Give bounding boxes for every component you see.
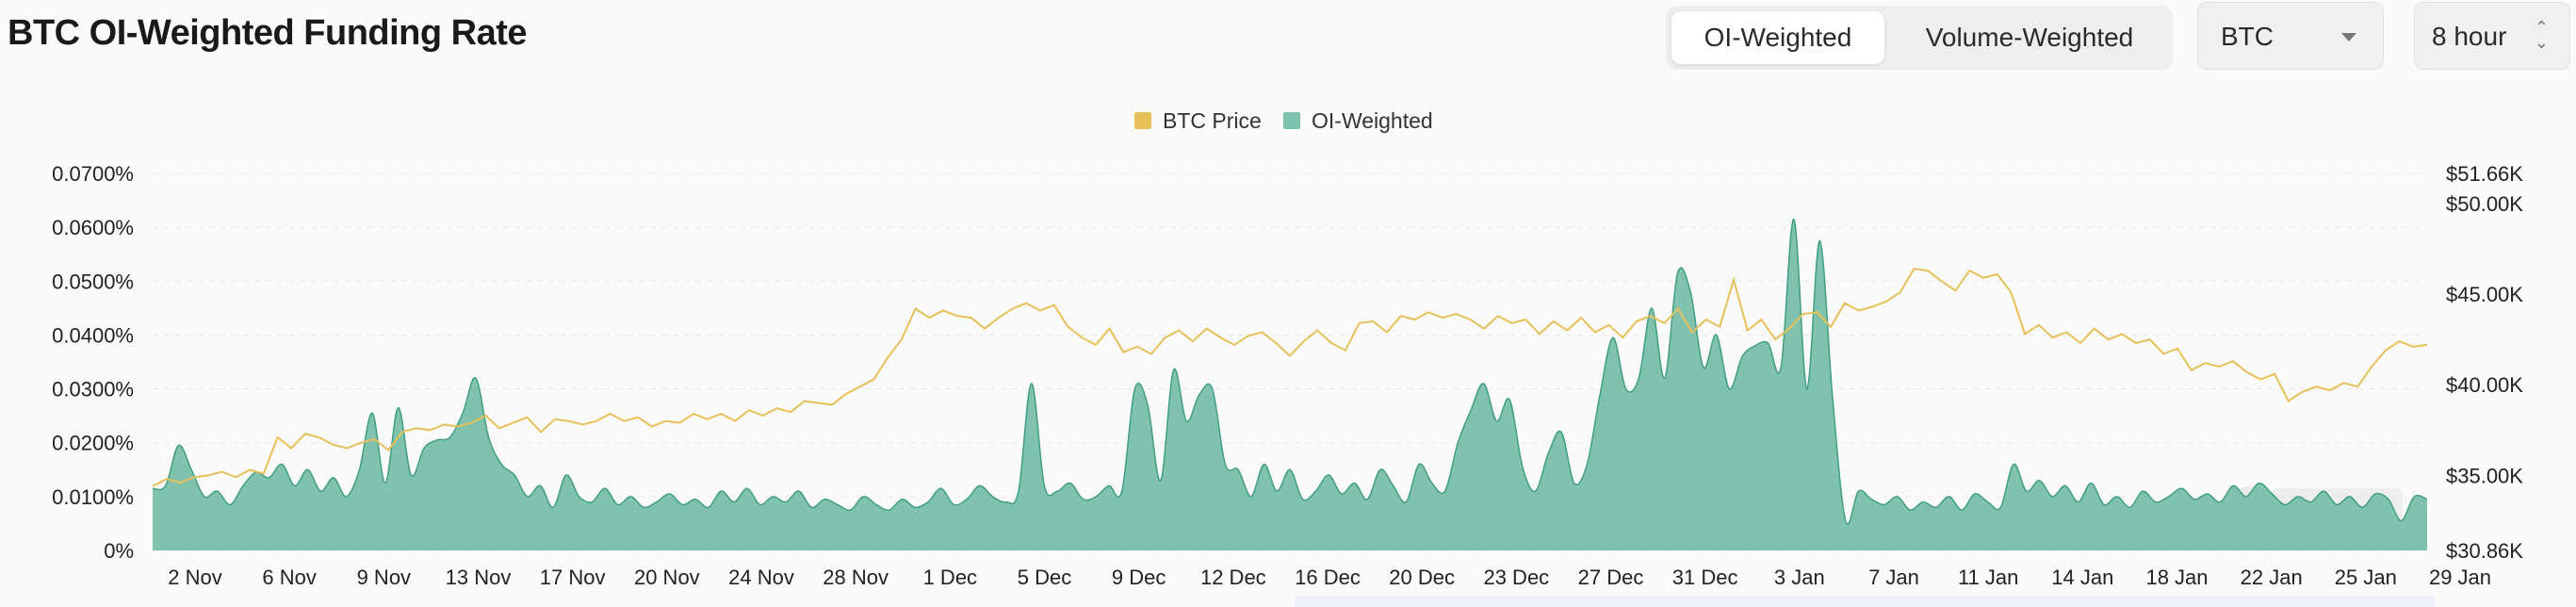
x-tick-label: 13 Nov (446, 566, 512, 589)
y-right-tick-label: $35.00K (2446, 464, 2523, 487)
chevron-down-icon (2341, 33, 2356, 41)
x-tick-label: 20 Dec (1389, 566, 1455, 589)
y-left-tick-label: 0.0700% (52, 162, 134, 186)
x-axis: 2 Nov 6 Nov 9 Nov 13 Nov 17 Nov 20 Nov 24 Nov 2… (168, 566, 2491, 589)
y-left-tick-label: 0.0200% (52, 432, 134, 455)
legend-swatch-oi-weighted (1283, 112, 1300, 129)
y-left-tick-label: 0% (104, 539, 134, 563)
x-tick-label: 11 Jan (1958, 566, 2018, 589)
x-tick-label: 25 Jan (2335, 566, 2397, 589)
legend-label-oi-weighted: OI-Weighted (1312, 108, 1433, 133)
x-tick-label: 7 Jan (1868, 566, 1919, 589)
x-tick-label: 27 Dec (1578, 566, 1644, 589)
x-tick-label: 3 Jan (1774, 566, 1825, 589)
page-title: BTC OI-Weighted Funding Rate (8, 13, 528, 53)
y-left-tick-label: 0.0400% (52, 323, 134, 347)
x-tick-label: 5 Dec (1018, 566, 1071, 589)
coin-select-value: BTC (2221, 22, 2274, 51)
legend-swatch-btc-price (1134, 112, 1151, 129)
x-tick-label: 6 Nov (262, 566, 316, 589)
x-tick-label: 14 Jan (2051, 566, 2113, 589)
x-tick-label: 1 Dec (923, 566, 977, 589)
y-axis-left: 0.0700% 0.0600% 0.0500% 0.0400% 0.0300% 0.020… (52, 162, 134, 563)
y-left-tick-label: 0.0100% (52, 485, 134, 509)
x-tick-label: 24 Nov (728, 566, 794, 589)
x-tick-label: 29 Jan (2429, 566, 2491, 589)
interval-select[interactable]: 8 hour ⌃ ⌄ (2414, 2, 2570, 70)
x-tick-label: 2 Nov (168, 566, 221, 589)
x-tick-label: 18 Jan (2145, 566, 2208, 589)
y-axis-right: $51.66K $50.00K $45.00K $40.00K $35.00K $30.8… (2446, 162, 2523, 563)
x-tick-label: 28 Nov (823, 566, 889, 589)
legend-label-btc-price: BTC Price (1163, 108, 1262, 133)
coin-select[interactable]: BTC (2197, 2, 2384, 70)
y-left-tick-label: 0.0500% (52, 270, 134, 293)
x-tick-label: 9 Nov (357, 566, 411, 589)
oi-weighted-area (153, 219, 2427, 551)
tab-volume-weighted[interactable]: Volume-Weighted (1925, 23, 2134, 52)
y-right-tick-label: $40.00K (2446, 373, 2523, 397)
tab-oi-weighted[interactable]: OI-Weighted (1671, 11, 1884, 64)
x-tick-label: 23 Dec (1483, 566, 1549, 589)
chart-legend[interactable]: BTC Price OI-Weighted (1134, 108, 1433, 133)
y-left-tick-label: 0.0300% (52, 378, 134, 402)
interval-select-value: 8 hour (2432, 22, 2507, 51)
y-left-tick-label: 0.0600% (52, 216, 134, 239)
up-down-chevron-icon: ⌃ ⌄ (2534, 18, 2549, 52)
y-right-tick-label: $51.66K (2446, 162, 2523, 186)
x-tick-label: 20 Nov (634, 566, 700, 589)
y-right-tick-label: $30.86K (2446, 539, 2523, 563)
btc-price-line (152, 268, 2428, 487)
weighting-toggle: OI-Weighted Volume-Weighted (1666, 6, 2173, 70)
x-tick-label: 17 Nov (540, 566, 606, 589)
x-tick-label: 22 Jan (2241, 566, 2303, 589)
y-right-tick-label: $45.00K (2446, 283, 2523, 306)
x-tick-label: 9 Dec (1112, 566, 1166, 589)
oi-weighted-line (152, 218, 2428, 525)
x-tick-label: 16 Dec (1295, 566, 1361, 589)
y-right-tick-label: $50.00K (2446, 192, 2523, 216)
x-tick-label: 12 Dec (1200, 566, 1266, 589)
x-tick-label: 31 Dec (1672, 566, 1738, 589)
range-slider-track[interactable] (1295, 596, 2435, 607)
